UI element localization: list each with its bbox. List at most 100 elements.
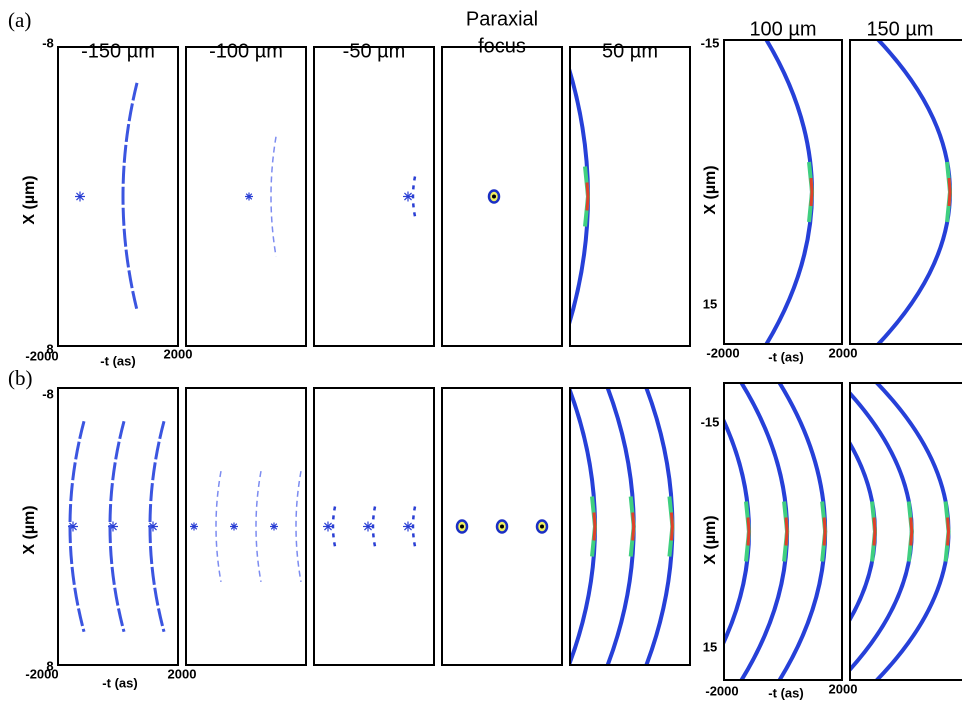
wavefront-peak bbox=[872, 517, 877, 546]
field-pattern bbox=[403, 176, 417, 217]
field-pattern bbox=[570, 388, 675, 665]
x-tick-label: -2000 bbox=[25, 348, 58, 363]
y-axis-label: X (µm) bbox=[21, 175, 38, 224]
wavefront-peak bbox=[947, 177, 952, 207]
wavefront bbox=[121, 82, 139, 311]
panel-frame bbox=[723, 39, 843, 345]
y-tick-label: -8 bbox=[42, 35, 54, 50]
x-tick-label: 2000 bbox=[829, 345, 858, 360]
field-pattern bbox=[68, 420, 166, 633]
y-tick-label: 15 bbox=[703, 639, 717, 654]
x-tick-label: -2000 bbox=[25, 666, 58, 681]
column-title: -100 µm bbox=[209, 40, 283, 62]
wavefront-peak bbox=[909, 517, 914, 546]
x-axis-label: -t (as) bbox=[102, 675, 137, 690]
field-pattern bbox=[455, 519, 549, 534]
x-axis-label: -t (as) bbox=[768, 349, 803, 364]
wavefront bbox=[331, 506, 337, 547]
wavefront bbox=[411, 176, 417, 217]
y-axis-label: X (µm) bbox=[702, 515, 719, 564]
wavefront bbox=[295, 470, 302, 583]
wavefront bbox=[255, 470, 262, 583]
panel-frame bbox=[441, 46, 563, 347]
wavefront bbox=[270, 136, 277, 257]
panel-frame bbox=[313, 387, 435, 666]
wavefront-peak bbox=[809, 177, 814, 207]
x-tick-label: 2000 bbox=[168, 666, 197, 681]
x-axis-label: -t (as) bbox=[768, 685, 803, 700]
panel-frame bbox=[185, 387, 307, 666]
wavefront-peak bbox=[822, 517, 827, 546]
y-tick-label: 15 bbox=[703, 296, 717, 311]
y-axis-label: X (µm) bbox=[702, 165, 719, 214]
x-tick-label: 2000 bbox=[829, 681, 858, 696]
panel-frame bbox=[441, 387, 563, 666]
x-axis-label: -t (as) bbox=[100, 353, 135, 368]
panel-frame bbox=[313, 46, 435, 347]
panel-frame bbox=[57, 46, 179, 347]
focus-spot bbox=[492, 194, 496, 199]
panel-frame bbox=[849, 39, 962, 345]
panel-frame bbox=[185, 46, 307, 347]
wavefront bbox=[739, 383, 789, 680]
y-tick-label: -15 bbox=[701, 35, 720, 50]
spot bbox=[404, 522, 412, 531]
panel-frame bbox=[57, 387, 179, 666]
y-tick-label: -15 bbox=[701, 414, 720, 429]
focus-spot bbox=[500, 524, 504, 529]
y-tick-label: 8 bbox=[46, 341, 53, 356]
wavefront-peak bbox=[585, 182, 590, 211]
field-pattern bbox=[850, 383, 951, 680]
column-title: -150 µm bbox=[81, 40, 155, 62]
field-pattern bbox=[487, 189, 501, 204]
panel-frame bbox=[569, 387, 691, 666]
column-title: -50 µm bbox=[343, 40, 406, 62]
wavefront bbox=[148, 420, 166, 633]
spot bbox=[245, 193, 253, 200]
wavefront bbox=[777, 383, 827, 680]
wavefront bbox=[411, 506, 417, 547]
field-pattern bbox=[190, 470, 302, 583]
wavefront-peak bbox=[746, 517, 751, 546]
field-pattern bbox=[724, 383, 828, 680]
wavefront-peak bbox=[946, 517, 951, 546]
field-pattern bbox=[75, 82, 139, 311]
column-title: 150 µm bbox=[866, 18, 933, 40]
wavefront bbox=[108, 420, 126, 633]
spot bbox=[324, 522, 332, 531]
spot bbox=[190, 523, 198, 530]
column-title: 50 µm bbox=[602, 40, 658, 62]
field-pattern bbox=[570, 65, 591, 328]
wavefront bbox=[764, 40, 814, 344]
wavefront bbox=[644, 388, 675, 665]
spot bbox=[364, 522, 372, 531]
y-tick-label: -8 bbox=[42, 386, 54, 401]
x-tick-label: -2000 bbox=[705, 683, 738, 698]
spot bbox=[76, 192, 84, 201]
wavefront-peak bbox=[592, 512, 597, 541]
wavefront bbox=[371, 506, 377, 547]
panel-frame bbox=[569, 46, 691, 347]
x-tick-label: 2000 bbox=[164, 346, 193, 361]
field-pattern bbox=[323, 506, 417, 547]
wavefront-peak bbox=[669, 512, 674, 541]
wavefront-peak bbox=[784, 517, 789, 546]
spot bbox=[230, 523, 238, 530]
x-tick-label: -2000 bbox=[706, 345, 739, 360]
panel-label: (a) bbox=[8, 8, 31, 32]
focus-spot bbox=[540, 524, 544, 529]
panel-frame bbox=[723, 382, 843, 681]
column-title: 100 µm bbox=[749, 18, 816, 40]
wavefront bbox=[605, 388, 636, 665]
wavefront-peak bbox=[631, 512, 636, 541]
focus-spot bbox=[460, 524, 464, 529]
column-title: Paraxial bbox=[466, 8, 538, 30]
spot bbox=[404, 192, 412, 201]
y-tick-label: 8 bbox=[46, 658, 53, 673]
field-pattern bbox=[764, 40, 815, 344]
field-pattern bbox=[875, 40, 953, 344]
field-pattern bbox=[245, 136, 277, 257]
wavefront bbox=[68, 420, 86, 633]
wavefront bbox=[215, 470, 222, 583]
